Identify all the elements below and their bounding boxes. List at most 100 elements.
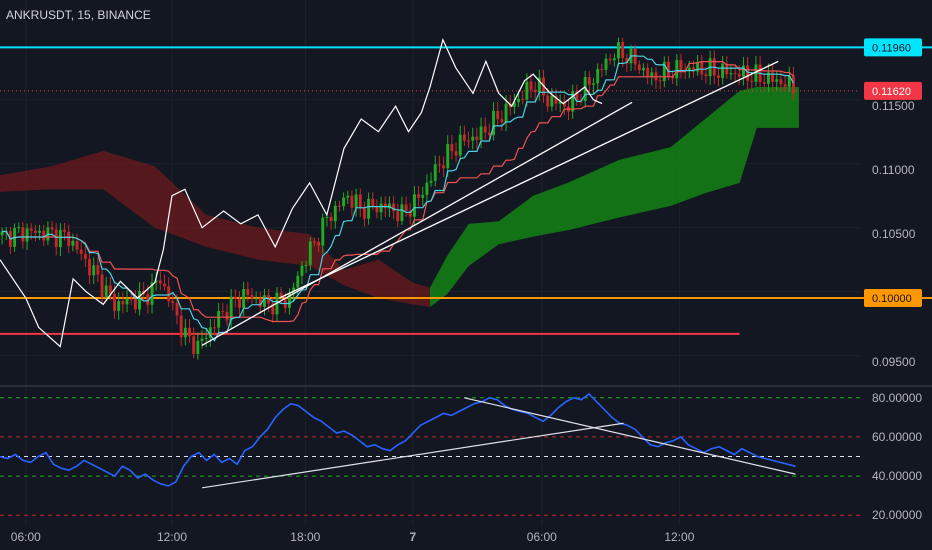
candle-body[interactable] (646, 67, 650, 77)
candle-body[interactable] (308, 241, 312, 266)
candle-body[interactable] (71, 240, 75, 246)
candle-body[interactable] (354, 194, 358, 208)
candle-body[interactable] (687, 67, 691, 71)
candle-body[interactable] (42, 230, 46, 241)
candle-body[interactable] (546, 95, 550, 107)
candle-body[interactable] (17, 227, 21, 229)
candle-body[interactable] (550, 95, 554, 107)
candle-body[interactable] (750, 80, 754, 82)
candle-body[interactable] (267, 295, 271, 304)
candle-body[interactable] (554, 95, 558, 104)
candle-body[interactable] (146, 294, 150, 305)
candle-body[interactable] (517, 98, 520, 103)
candle-body[interactable] (467, 140, 471, 142)
candle-body[interactable] (404, 204, 408, 211)
osc-trendline[interactable] (533, 422, 624, 438)
candle-body[interactable] (29, 228, 33, 231)
candle-body[interactable] (442, 165, 446, 169)
candle-body[interactable] (125, 298, 129, 305)
candle-body[interactable] (729, 73, 733, 75)
candle-body[interactable] (662, 61, 666, 82)
candle-body[interactable] (379, 203, 383, 213)
candle-body[interactable] (242, 289, 246, 308)
candle-body[interactable] (204, 337, 208, 339)
osc-trendline[interactable] (202, 436, 534, 489)
candle-body[interactable] (396, 211, 400, 222)
candle-body[interactable] (496, 111, 500, 120)
candle-body[interactable] (679, 60, 683, 70)
candle-body[interactable] (229, 296, 233, 321)
candle-body[interactable] (133, 298, 137, 310)
candle-body[interactable] (263, 295, 266, 307)
osc-trendline[interactable] (464, 397, 796, 475)
candle-body[interactable] (741, 65, 745, 77)
candle-body[interactable] (158, 280, 162, 284)
candle-body[interactable] (696, 62, 700, 72)
candle-body[interactable] (779, 79, 783, 85)
candle-body[interactable] (188, 327, 191, 337)
candle-body[interactable] (92, 265, 96, 276)
candle-body[interactable] (617, 42, 620, 59)
candle-body[interactable] (79, 249, 83, 254)
candle-body[interactable] (246, 289, 250, 295)
candle-body[interactable] (167, 286, 171, 302)
candle-body[interactable] (575, 91, 579, 101)
candle-body[interactable] (429, 180, 433, 183)
candle-body[interactable] (621, 42, 625, 59)
candle-body[interactable] (529, 81, 533, 90)
candle-body[interactable] (88, 258, 92, 276)
candle-body[interactable] (558, 101, 562, 104)
candle-body[interactable] (675, 60, 679, 79)
candle-body[interactable] (525, 81, 529, 100)
candle-body[interactable] (183, 327, 187, 338)
candle-body[interactable] (479, 126, 483, 140)
candle-body[interactable] (367, 198, 371, 219)
candle-body[interactable] (412, 194, 416, 217)
candle-body[interactable] (475, 136, 479, 140)
candle-body[interactable] (100, 274, 104, 298)
candle-body[interactable] (362, 208, 366, 219)
candle-body[interactable] (487, 132, 491, 136)
candle-body[interactable] (304, 265, 308, 267)
candle-body[interactable] (254, 298, 258, 300)
candle-body[interactable] (483, 126, 487, 133)
candle-body[interactable] (604, 58, 608, 70)
candle-body[interactable] (637, 64, 641, 71)
candle-body[interactable] (96, 265, 100, 275)
candle-body[interactable] (337, 205, 341, 207)
candle-body[interactable] (692, 67, 695, 72)
candle-body[interactable] (492, 111, 496, 136)
candle-body[interactable] (58, 229, 62, 248)
candle-body[interactable] (437, 164, 441, 166)
candle-body[interactable] (192, 336, 196, 355)
candle-body[interactable] (462, 134, 466, 141)
candle-body[interactable] (171, 301, 175, 303)
candle-body[interactable] (129, 298, 133, 300)
candle-body[interactable] (258, 298, 262, 307)
candle-body[interactable] (350, 195, 354, 208)
candle-body[interactable] (300, 265, 304, 276)
candle-body[interactable] (371, 198, 375, 207)
candle-body[interactable] (279, 292, 283, 299)
candle-body[interactable] (63, 229, 67, 232)
candle-body[interactable] (642, 67, 645, 71)
candle-body[interactable] (600, 68, 604, 70)
candle-body[interactable] (425, 182, 429, 195)
candle-body[interactable] (592, 83, 595, 85)
candle-body[interactable] (504, 103, 508, 123)
candle-body[interactable] (633, 48, 637, 65)
candle-body[interactable] (783, 84, 787, 87)
candle-body[interactable] (217, 311, 221, 328)
candle-body[interactable] (512, 102, 516, 107)
candle-body[interactable] (121, 301, 125, 305)
candle-body[interactable] (208, 327, 212, 338)
candle-body[interactable] (0, 231, 4, 236)
candle-body[interactable] (537, 77, 541, 93)
candle-body[interactable] (104, 285, 108, 298)
candle-body[interactable] (138, 290, 141, 310)
candle-body[interactable] (213, 327, 216, 329)
candle-body[interactable] (38, 230, 42, 233)
candle-body[interactable] (700, 62, 704, 75)
candle-body[interactable] (200, 338, 204, 341)
candle-body[interactable] (225, 312, 229, 321)
